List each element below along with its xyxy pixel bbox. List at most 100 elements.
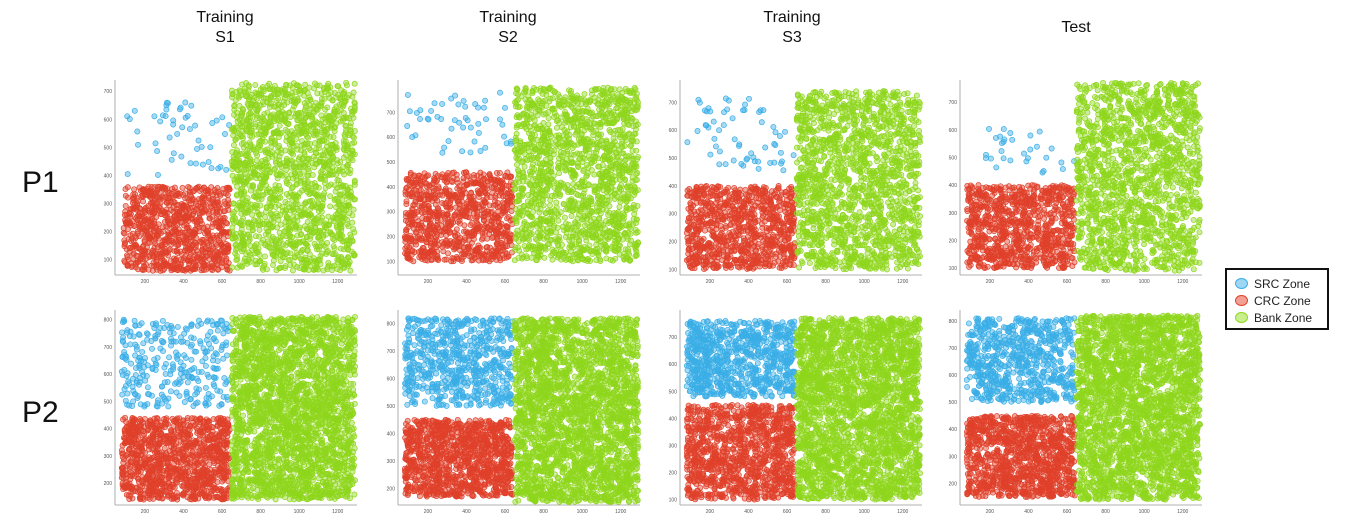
data-point <box>417 178 424 185</box>
column-title-training-s1: Training S1 <box>125 8 325 48</box>
data-point <box>207 250 214 257</box>
data-point <box>324 263 331 270</box>
data-point <box>274 117 281 123</box>
data-point <box>481 251 488 258</box>
data-point <box>570 230 577 237</box>
data-point <box>222 131 228 137</box>
data-point <box>294 232 301 239</box>
data-point <box>566 87 572 94</box>
data-point <box>153 214 160 221</box>
data-point <box>234 147 240 154</box>
data-point <box>122 202 129 209</box>
data-point <box>508 173 515 180</box>
data-point <box>466 243 473 250</box>
data-point <box>343 79 350 86</box>
data-point <box>245 82 252 89</box>
data-point <box>554 187 561 194</box>
data-point <box>306 191 313 198</box>
data-point <box>623 207 630 214</box>
data-point <box>308 211 314 218</box>
data-point <box>210 200 217 207</box>
data-point <box>193 200 200 207</box>
data-point <box>574 141 581 148</box>
data-point <box>329 153 336 160</box>
data-point <box>217 215 224 222</box>
data-point <box>307 235 313 242</box>
data-point <box>479 229 486 235</box>
data-point <box>428 107 435 114</box>
data-point <box>140 198 147 205</box>
data-point <box>331 128 338 135</box>
data-point <box>158 253 165 259</box>
data-point <box>449 179 456 186</box>
data-point <box>266 100 273 107</box>
data-point <box>198 239 205 246</box>
data-point <box>448 95 455 102</box>
data-point <box>262 253 268 260</box>
data-point <box>182 190 189 197</box>
data-point <box>172 212 179 219</box>
data-point <box>346 237 353 244</box>
data-point <box>261 178 268 185</box>
data-point <box>275 129 282 136</box>
data-point <box>447 205 454 212</box>
data-point <box>186 254 193 260</box>
data-point <box>576 230 583 237</box>
data-point <box>325 80 332 87</box>
data-point <box>120 225 127 232</box>
data-point <box>263 124 269 131</box>
data-point <box>457 247 463 254</box>
data-point <box>231 111 237 118</box>
data-point <box>445 138 452 145</box>
data-point <box>208 165 215 172</box>
data-point <box>247 159 254 165</box>
data-point <box>345 261 352 267</box>
data-point <box>170 150 177 157</box>
data-point <box>270 261 277 268</box>
data-point <box>425 196 432 203</box>
data-point <box>349 157 356 164</box>
data-point <box>439 100 446 107</box>
data-point <box>309 113 316 120</box>
data-point <box>253 163 260 170</box>
data-point <box>524 198 531 205</box>
data-point <box>252 244 259 251</box>
data-point <box>183 208 189 215</box>
data-point <box>121 257 128 264</box>
data-point <box>292 100 299 107</box>
data-point <box>301 121 308 128</box>
data-point <box>439 149 446 156</box>
data-point <box>445 250 451 257</box>
data-point <box>458 188 465 195</box>
data-point <box>538 148 545 155</box>
data-point <box>229 166 236 173</box>
data-point <box>321 95 328 102</box>
data-point <box>287 250 294 257</box>
data-point <box>542 245 549 251</box>
data-point <box>128 263 135 270</box>
x-tick-label: 800 <box>256 279 265 285</box>
data-point <box>529 138 536 144</box>
data-point <box>564 148 571 155</box>
data-point <box>450 255 457 262</box>
data-point <box>121 230 128 237</box>
data-point <box>250 146 257 153</box>
data-point <box>315 191 322 198</box>
data-point <box>414 226 421 232</box>
y-tick-label: 600 <box>104 117 113 123</box>
data-point <box>479 235 486 241</box>
data-point <box>349 133 356 140</box>
data-point <box>519 225 525 232</box>
data-point <box>276 157 282 164</box>
data-point <box>431 175 438 182</box>
data-point <box>189 231 195 238</box>
data-point <box>175 261 181 268</box>
data-point <box>235 167 241 174</box>
data-point <box>286 141 293 148</box>
data-point <box>494 236 501 243</box>
data-point <box>545 121 552 128</box>
data-point <box>154 227 161 233</box>
data-point <box>236 262 243 269</box>
data-point <box>483 116 489 123</box>
data-point <box>515 121 522 128</box>
